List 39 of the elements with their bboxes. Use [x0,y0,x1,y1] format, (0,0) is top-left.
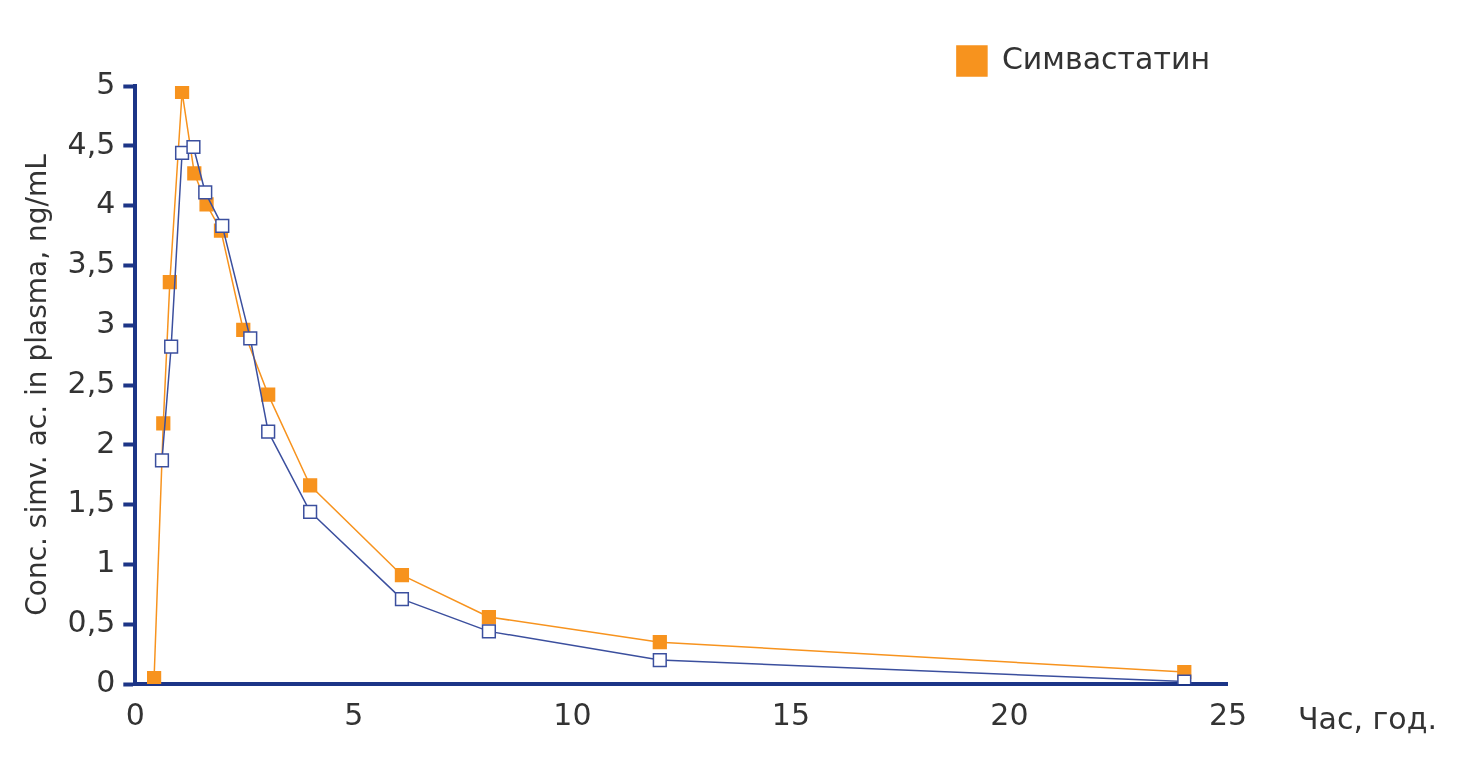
y-tick-label: 3 [96,305,116,340]
point [198,185,213,200]
y-tick-label: 2,5 [67,364,116,400]
x-tick-label: 10 [553,696,592,732]
y-tick-label: 1 [96,544,116,580]
point [394,591,410,607]
point [174,86,190,100]
point [481,624,497,639]
x-tick-label: 20 [990,696,1029,732]
y-tick-label: 0 [96,663,116,699]
y-tick-label: 1,5 [67,484,116,520]
point [186,139,201,155]
point [652,635,667,650]
x-tick-label: 5 [344,696,364,732]
point [481,609,497,625]
point [261,387,276,402]
point [303,504,318,519]
y-tick-label: 2 [96,424,116,460]
point [146,670,162,684]
point [187,166,202,181]
point [154,453,170,468]
point [261,424,276,439]
y-tick-label: 4,5 [67,125,116,161]
point [652,652,667,668]
point [215,218,230,234]
point [164,339,179,354]
legend-label: Симвастатин [1001,40,1211,76]
point [243,331,258,346]
y-tick-label: 3,5 [67,245,116,281]
x-axis-title: Час, год. [1298,700,1437,736]
y-axis-title: Conc. simv. ac. in plasma, ng/mL [20,153,54,616]
point [303,478,318,493]
y-tick-label: 0,5 [67,604,116,639]
x-tick-label: 15 [771,696,811,732]
y-tick-label: 4 [96,185,116,221]
x-tick-label: 25 [1208,696,1248,732]
x-tick-label: 0 [125,696,145,732]
y-tick-label: 5 [96,65,116,101]
point [394,568,410,583]
